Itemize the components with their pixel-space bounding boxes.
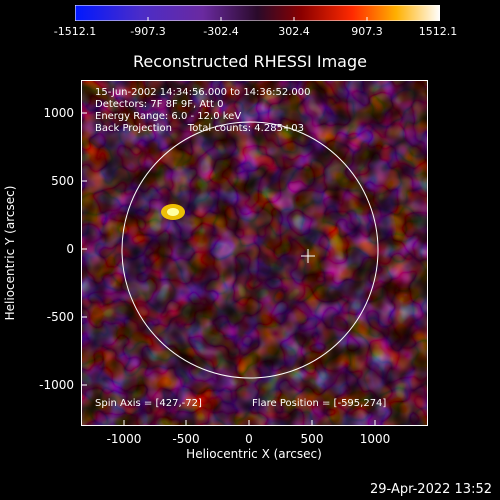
y-tick: -1000 — [39, 378, 74, 392]
x-tick: -500 — [172, 432, 200, 446]
colorbar-tick: 1512.1 — [418, 25, 458, 38]
x-tick: 500 — [300, 432, 324, 446]
spin-axis-label: Spin Axis = [427,-72] — [95, 398, 202, 409]
y-tick: -500 — [46, 310, 74, 324]
info-energy-range: Energy Range: 6.0 - 12.0 keV — [95, 111, 242, 122]
y-tick: 1000 — [43, 106, 74, 120]
y-tick: 0 — [66, 242, 74, 256]
x-axis-label: Heliocentric X (arcsec) — [186, 447, 322, 461]
plot-title: Reconstructed RHESSI Image — [133, 52, 367, 71]
x-tick: -1000 — [106, 432, 142, 446]
info-time-range: 15-Jun-2002 14:34:56.000 to 14:36:52.000 — [95, 87, 311, 98]
axis-ticks — [81, 112, 376, 426]
colorbar-tick: 907.3 — [351, 25, 383, 38]
colorbar — [75, 5, 440, 21]
y-axis-label: Heliocentric Y (arcsec) — [3, 185, 17, 321]
y-tick: 500 — [51, 174, 74, 188]
plot-frame — [81, 80, 428, 426]
x-tick: 1000 — [359, 432, 391, 446]
colorbar-tick: -1512.1 — [53, 25, 97, 38]
info-detectors: Detectors: 7F 8F 9F, Att 0 — [95, 99, 224, 110]
colorbar-tick: 302.4 — [278, 25, 310, 38]
render-timestamp: 29-Apr-2022 13:52 — [370, 482, 492, 497]
colorbar-tick: -302.4 — [203, 25, 239, 38]
flare-position-label: Flare Position = [-595,274] — [252, 398, 387, 409]
info-method-counts: Back Projection Total counts: 4.285+03 — [95, 123, 305, 134]
rhessi-image — [81, 80, 428, 426]
colorbar-tick: -907.3 — [130, 25, 166, 38]
x-tick: 0 — [245, 432, 253, 446]
